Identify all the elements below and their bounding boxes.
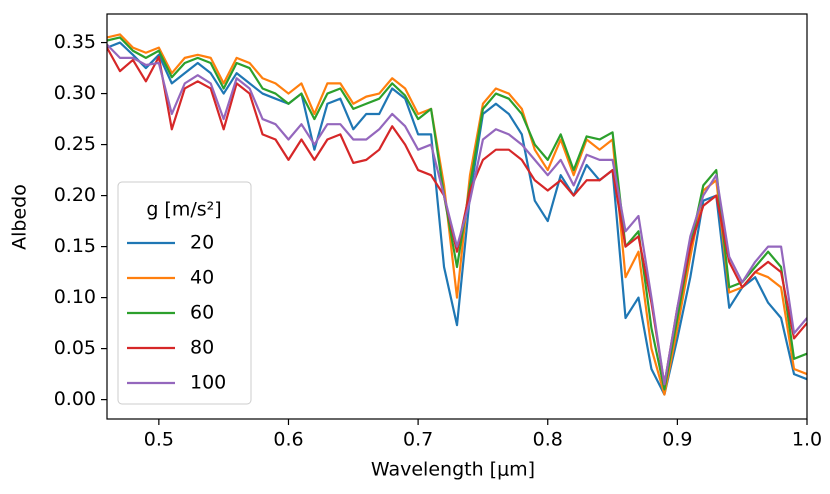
x-axis-label: Wavelength [μm]	[371, 459, 535, 481]
y-tick-label: 0.15	[54, 235, 96, 257]
series-line	[107, 47, 807, 386]
series-line	[107, 43, 807, 386]
legend-label: 60	[190, 302, 214, 324]
x-tick-label: 0.7	[403, 429, 433, 451]
y-tick-label: 0.35	[54, 31, 96, 53]
y-tick-label: 0.30	[54, 82, 96, 104]
legend-title: g [m/s²]	[146, 199, 221, 221]
legend-label: 40	[190, 267, 214, 289]
y-tick-label: 0.00	[54, 388, 96, 410]
plot-area	[107, 33, 807, 396]
legend-label: 80	[190, 337, 214, 359]
legend-label: 100	[190, 372, 226, 394]
legend-label: 20	[190, 232, 214, 254]
x-tick-label: 0.5	[144, 429, 174, 451]
legend: g [m/s²] 20 40 60 80 100	[117, 181, 252, 405]
series-line	[107, 33, 807, 396]
x-tick-label: 0.6	[273, 429, 303, 451]
x-tick-label: 0.8	[533, 429, 563, 451]
axes-frame	[106, 13, 808, 420]
y-tick-label: 0.10	[54, 286, 96, 308]
y-axis-label: Albedo	[9, 184, 31, 250]
y-tick-label: 0.05	[54, 337, 96, 359]
x-tick-label: 0.9	[662, 429, 692, 451]
y-tick-label: 0.20	[54, 184, 96, 206]
series-line	[107, 41, 807, 396]
x-tick-label: 1.0	[792, 429, 822, 451]
y-tick-label: 0.25	[54, 133, 96, 155]
